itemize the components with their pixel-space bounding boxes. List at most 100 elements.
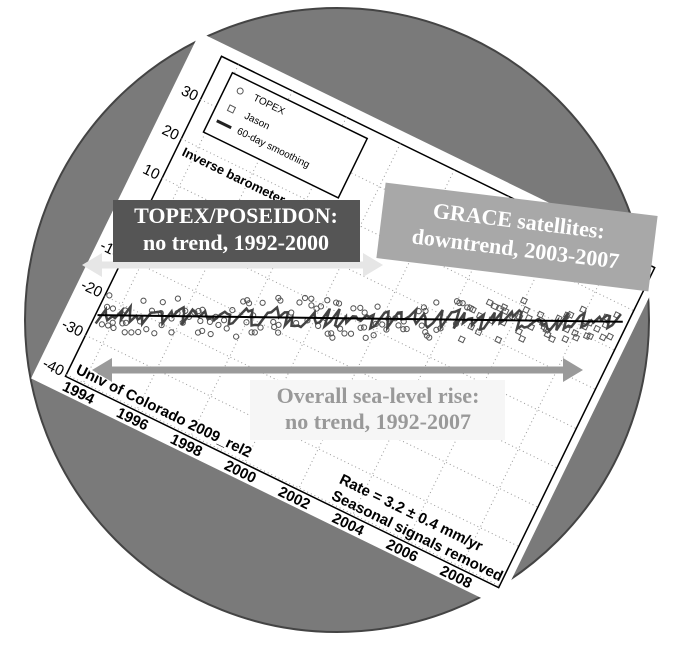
topex-point (423, 332, 430, 339)
jason-point (582, 332, 591, 341)
smoothing-line (94, 302, 622, 333)
topex-point (308, 295, 315, 302)
arrow-head (363, 253, 383, 277)
topex-point (426, 334, 433, 341)
topex-point (270, 318, 277, 326)
topex-point (121, 329, 128, 336)
topex-point (243, 319, 250, 326)
y-tick-label: 10 (140, 161, 162, 184)
topex-point (128, 329, 135, 336)
topex-point (296, 299, 303, 306)
annotation-text: Overall sea-level rise: (277, 383, 480, 408)
grace-box: GRACE satellites: downtrend, 2003-2007 (376, 182, 658, 292)
topex-point (360, 324, 368, 331)
topex-point (122, 319, 130, 326)
topex-point (140, 297, 147, 304)
topex-point (229, 306, 236, 314)
topex-point (350, 305, 357, 312)
topex-point (308, 302, 315, 309)
topex-point (110, 324, 117, 332)
topex-point (135, 328, 142, 336)
topex-point (370, 332, 377, 339)
topex-point (151, 330, 158, 337)
topex-point (199, 327, 206, 334)
topex-point (275, 321, 282, 328)
topex-point (168, 329, 175, 336)
topex-point (245, 300, 253, 307)
y-tick-label: 30 (178, 82, 200, 105)
topex-point (328, 330, 335, 337)
topex-point (275, 329, 282, 336)
legend-symbol (216, 119, 232, 130)
jason-point (586, 332, 595, 341)
topex-point (98, 321, 106, 328)
legend-symbol (226, 104, 237, 114)
jason-point (457, 335, 466, 344)
topex-point (341, 330, 348, 337)
topex-point (251, 329, 258, 336)
jason-point (494, 335, 503, 344)
topex-point (233, 333, 240, 340)
topex-point (197, 317, 204, 325)
overall-box (250, 380, 505, 440)
jason-point (468, 305, 477, 314)
arrow-head (92, 358, 112, 382)
jason-point (593, 324, 602, 333)
jason-point (519, 296, 528, 305)
topex-point (207, 330, 214, 338)
legend-symbol (236, 87, 244, 95)
arrow-head (82, 253, 102, 277)
topex-point (324, 297, 331, 304)
trend-line (97, 314, 623, 323)
rotated-plot: 3020100-10-20-30-40199419961998200020022… (31, 32, 668, 607)
jason-point (548, 335, 557, 344)
jason-point (490, 302, 499, 311)
topex-point (259, 299, 266, 306)
topex-point (109, 319, 116, 326)
topex-point (301, 294, 309, 302)
jason-point (518, 334, 527, 343)
topex-point (220, 317, 228, 324)
jason-point (485, 298, 494, 307)
topex-point (361, 309, 368, 316)
annotation-text: no trend, 1992-2007 (285, 409, 471, 434)
grid-line (189, 117, 347, 438)
topex-point (109, 305, 117, 312)
topex-point (277, 297, 284, 304)
grid-line (351, 195, 509, 517)
jason-point (536, 310, 545, 319)
topex-point (433, 299, 440, 306)
topex-point (275, 294, 282, 302)
topex-point (453, 298, 461, 305)
annotation-text: TOPEX/POSEIDON: (134, 203, 338, 228)
jason-point (561, 335, 570, 344)
topex-point (400, 326, 407, 333)
jason-point (598, 333, 607, 342)
topex-point (317, 303, 325, 310)
topex-point (357, 304, 364, 311)
topex-point (379, 321, 386, 328)
topex-point (106, 292, 113, 299)
arrow-head (563, 358, 583, 382)
jason-point (605, 332, 614, 341)
topex-point (362, 334, 369, 341)
topex-point (223, 325, 230, 332)
grid-line (66, 374, 500, 587)
topex-point (456, 299, 463, 307)
legend-box (202, 71, 369, 199)
grid-line (405, 222, 563, 543)
topex-point (174, 295, 181, 302)
jason-point (466, 303, 475, 312)
jason-point (572, 333, 581, 342)
jason-point (501, 307, 510, 316)
annotation-text: no trend, 1992-2000 (143, 230, 329, 255)
topex-point (335, 300, 343, 307)
topex-point (374, 303, 381, 310)
topex-point (347, 330, 355, 337)
grid-line (82, 64, 240, 385)
grid-line (136, 90, 293, 412)
grid-line (459, 248, 617, 569)
jason-point (579, 305, 588, 314)
topex-point (403, 325, 410, 333)
